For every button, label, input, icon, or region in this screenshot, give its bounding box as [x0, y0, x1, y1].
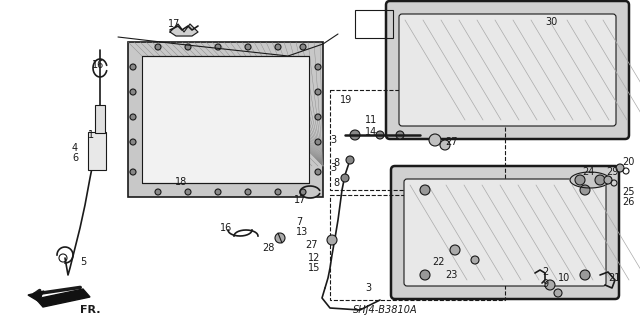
FancyBboxPatch shape: [386, 1, 629, 139]
Bar: [330, 195, 505, 300]
Polygon shape: [570, 172, 610, 188]
Text: 7: 7: [296, 217, 302, 227]
Text: 30: 30: [545, 17, 557, 27]
Text: 25: 25: [622, 187, 634, 197]
Bar: [95, 105, 105, 133]
Text: 13: 13: [296, 227, 308, 237]
Text: 29: 29: [606, 167, 618, 177]
Bar: [88, 132, 106, 170]
Text: 27: 27: [445, 137, 458, 147]
Text: 3: 3: [365, 283, 371, 293]
Circle shape: [604, 176, 612, 184]
Text: 10: 10: [558, 273, 570, 283]
Text: 11: 11: [365, 115, 377, 125]
Circle shape: [155, 189, 161, 195]
Circle shape: [420, 270, 430, 280]
Text: FR.: FR.: [80, 305, 100, 315]
Circle shape: [327, 235, 337, 245]
Circle shape: [429, 134, 441, 146]
Text: 24: 24: [582, 167, 595, 177]
Circle shape: [471, 256, 479, 264]
Text: 3: 3: [330, 135, 336, 145]
Circle shape: [545, 280, 555, 290]
Circle shape: [420, 185, 430, 195]
Text: 6: 6: [72, 153, 78, 163]
Circle shape: [185, 44, 191, 50]
Text: 8: 8: [333, 158, 339, 168]
Circle shape: [315, 89, 321, 95]
Text: 15: 15: [308, 263, 321, 273]
Circle shape: [376, 131, 384, 139]
Text: 12: 12: [308, 253, 321, 263]
FancyBboxPatch shape: [391, 166, 619, 299]
Circle shape: [275, 233, 285, 243]
Text: 4: 4: [72, 143, 78, 153]
Circle shape: [300, 44, 306, 50]
Circle shape: [300, 189, 306, 195]
Circle shape: [130, 139, 136, 145]
Text: 23: 23: [445, 270, 458, 280]
Bar: [142, 56, 309, 183]
FancyBboxPatch shape: [404, 179, 606, 286]
Circle shape: [315, 114, 321, 120]
Circle shape: [275, 189, 281, 195]
Circle shape: [245, 189, 251, 195]
Circle shape: [350, 130, 360, 140]
Text: 2: 2: [542, 267, 548, 277]
Circle shape: [616, 164, 624, 172]
Text: 17: 17: [294, 195, 307, 205]
Circle shape: [346, 156, 354, 164]
Circle shape: [215, 189, 221, 195]
Circle shape: [440, 140, 450, 150]
Circle shape: [575, 175, 585, 185]
Text: 9: 9: [542, 279, 548, 289]
Polygon shape: [36, 289, 90, 307]
Polygon shape: [28, 291, 44, 301]
Text: 27: 27: [305, 240, 317, 250]
FancyBboxPatch shape: [399, 14, 616, 126]
FancyBboxPatch shape: [128, 42, 323, 197]
Circle shape: [315, 64, 321, 70]
Text: 14: 14: [365, 127, 377, 137]
Bar: [355, 10, 393, 38]
Circle shape: [215, 44, 221, 50]
Circle shape: [130, 89, 136, 95]
Text: SHJ4-B3810A: SHJ4-B3810A: [353, 305, 417, 315]
Text: 5: 5: [80, 257, 86, 267]
Circle shape: [396, 131, 404, 139]
Text: 20: 20: [622, 157, 634, 167]
Circle shape: [554, 289, 562, 297]
Circle shape: [130, 169, 136, 175]
Circle shape: [595, 175, 605, 185]
Text: 16: 16: [220, 223, 232, 233]
Circle shape: [185, 189, 191, 195]
Circle shape: [315, 169, 321, 175]
Text: 26: 26: [622, 197, 634, 207]
Circle shape: [341, 174, 349, 182]
Circle shape: [580, 185, 590, 195]
Text: 16: 16: [92, 60, 104, 70]
Circle shape: [275, 44, 281, 50]
Text: 1: 1: [88, 130, 94, 140]
Bar: [330, 90, 505, 190]
Text: 8: 8: [333, 178, 339, 188]
Circle shape: [245, 44, 251, 50]
Text: 19: 19: [340, 95, 352, 105]
Polygon shape: [300, 186, 319, 198]
Text: 28: 28: [262, 243, 275, 253]
Text: 3: 3: [330, 163, 336, 173]
Circle shape: [580, 270, 590, 280]
Text: 18: 18: [175, 177, 188, 187]
Circle shape: [155, 44, 161, 50]
Circle shape: [130, 114, 136, 120]
Text: 21: 21: [608, 273, 620, 283]
Circle shape: [315, 139, 321, 145]
Text: 17: 17: [168, 19, 180, 29]
Polygon shape: [170, 24, 198, 36]
Circle shape: [450, 245, 460, 255]
Text: 22: 22: [432, 257, 445, 267]
Circle shape: [130, 64, 136, 70]
